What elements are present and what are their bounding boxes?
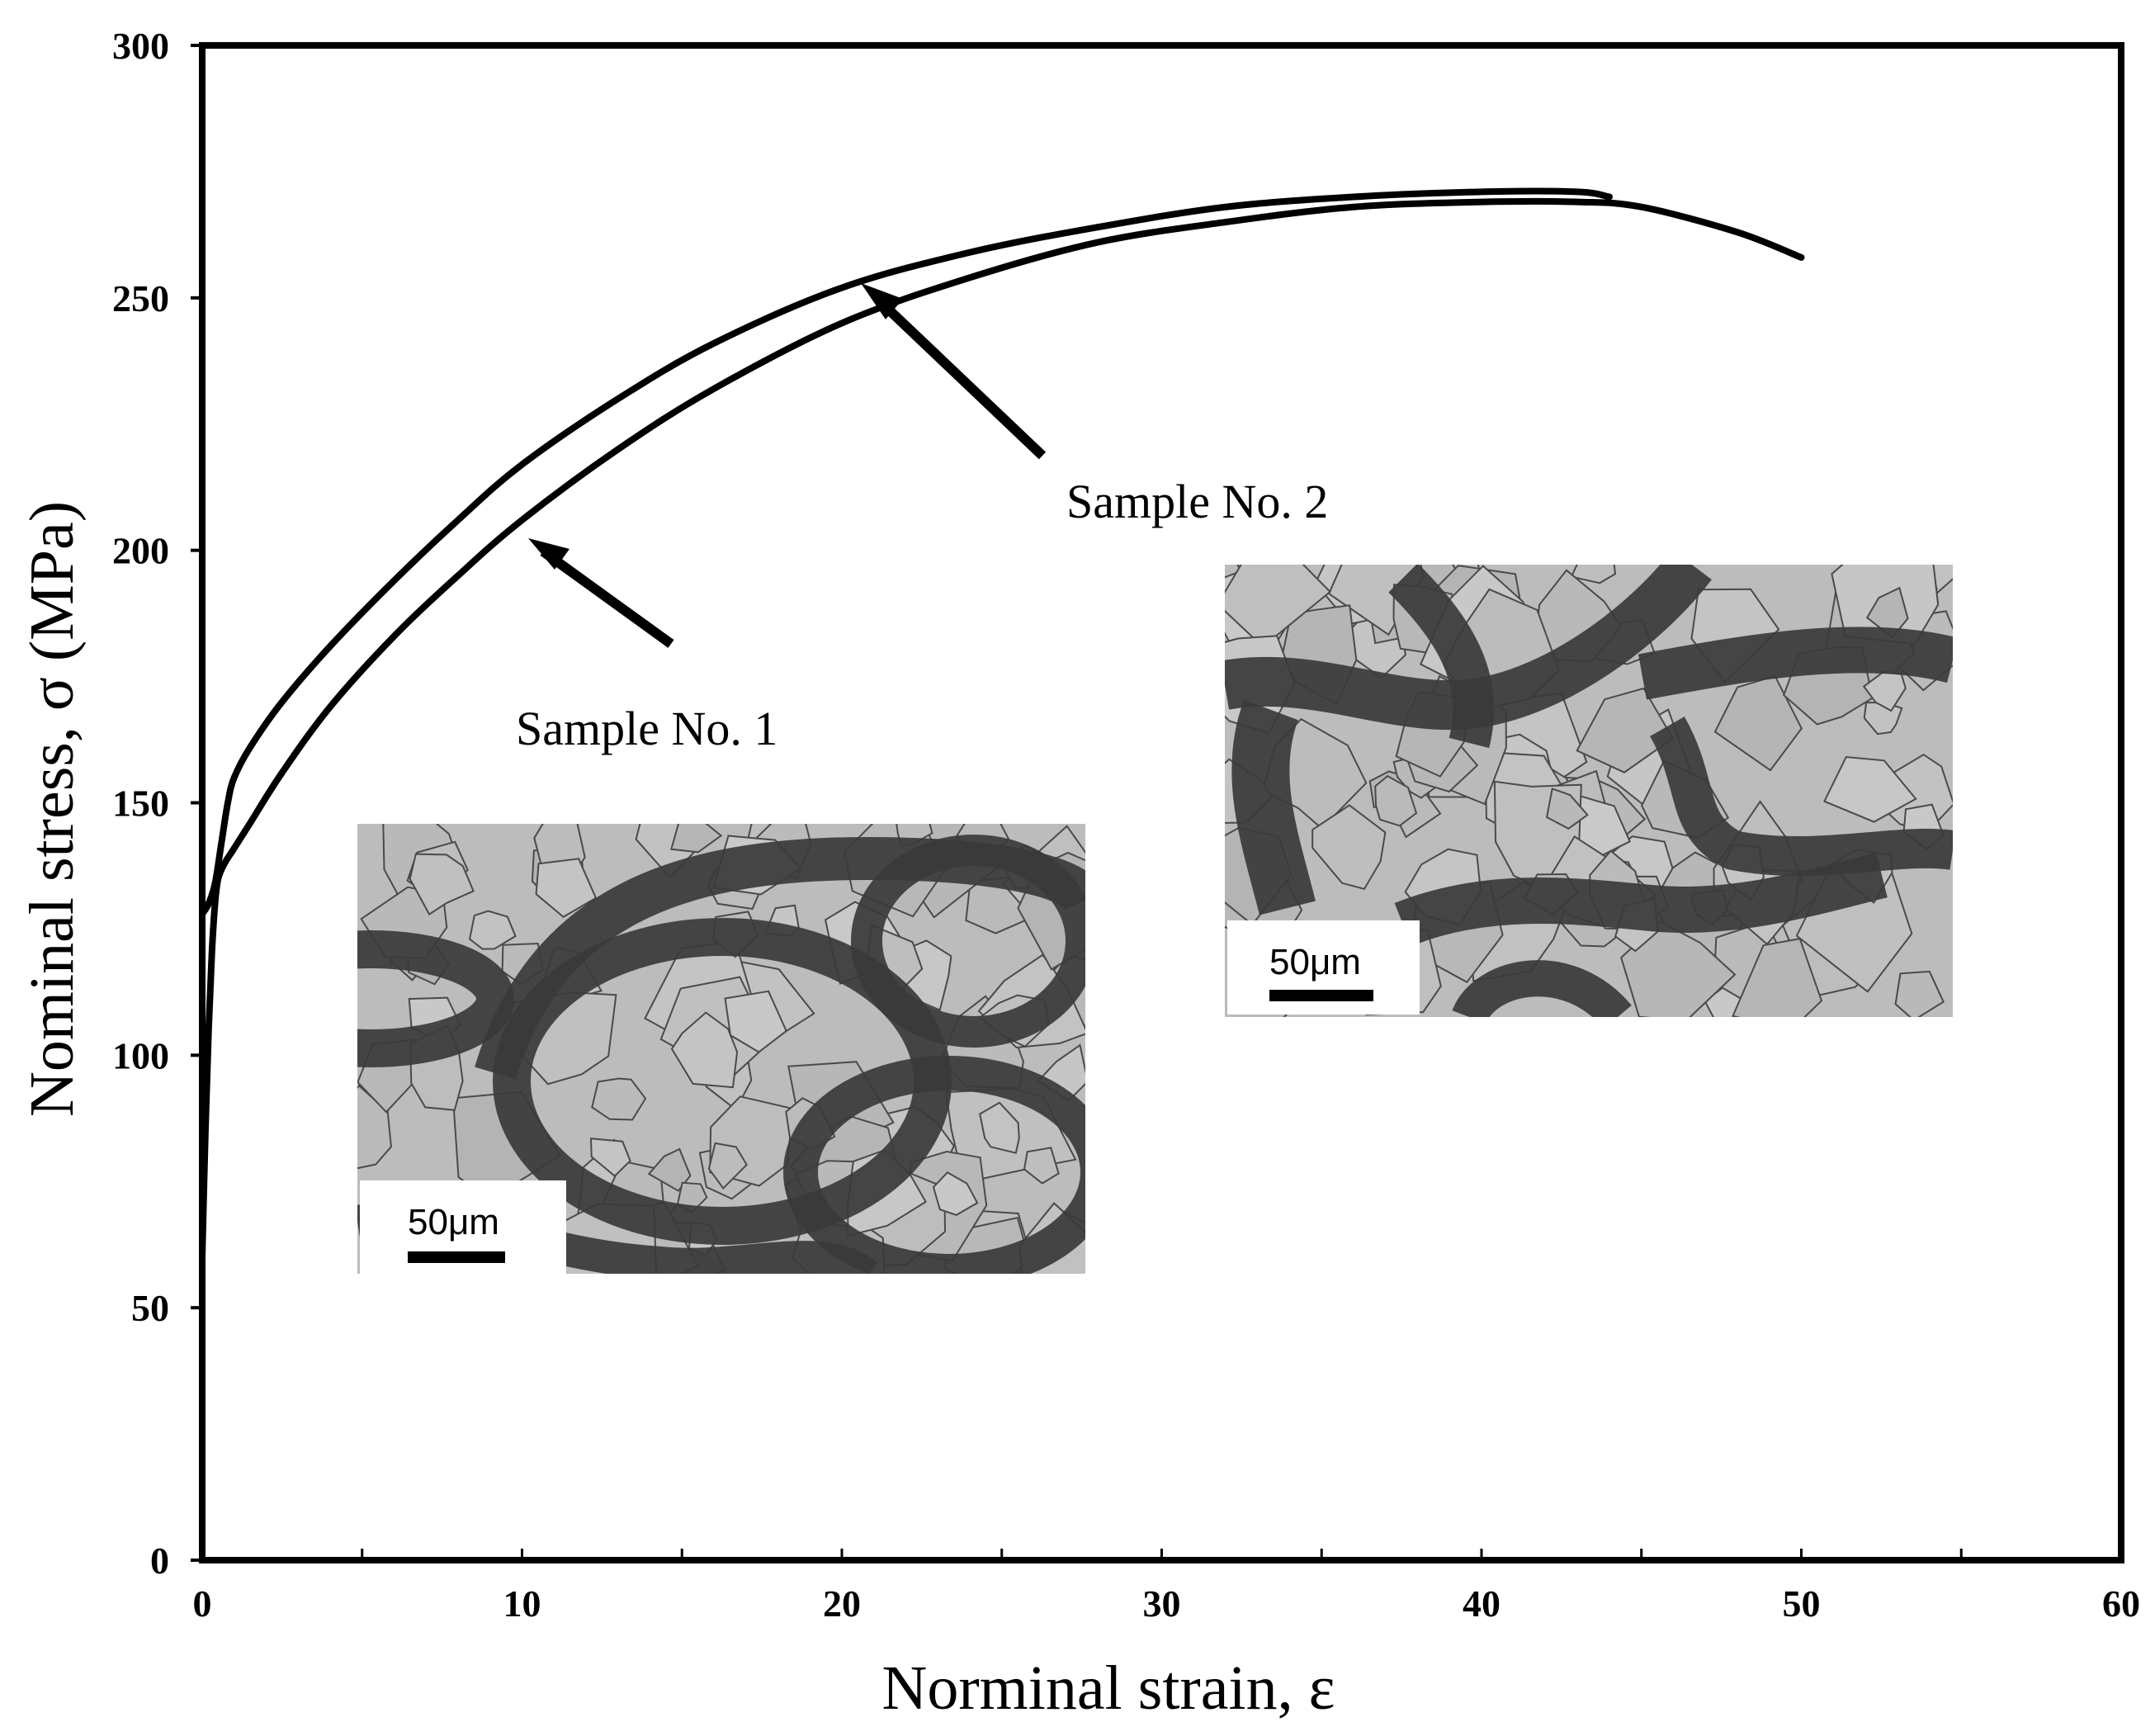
annotation-sample-2: Sample No. 2 <box>1066 475 1328 528</box>
scale-bar-label-1: 50μm <box>408 1202 499 1242</box>
arrow-sample-1 <box>540 547 674 648</box>
series-line-sample-1 <box>199 197 1805 1261</box>
curves <box>199 187 1805 1261</box>
x-tick-label: 60 <box>2102 1582 2140 1625</box>
y-axis-title: Nominal stress, σ (MPa) <box>17 501 87 1117</box>
y-tick-label: 50 <box>131 1287 169 1329</box>
y-tick-label: 150 <box>112 783 169 825</box>
arrow-sample-2 <box>873 295 1047 460</box>
x-axis-title: Norminal strain, ε <box>881 1653 1335 1723</box>
scale-bar-2 <box>1269 990 1373 1001</box>
series-line-sample-2 <box>199 187 1613 918</box>
micrograph-inset-sample-1: 50μm <box>357 824 1085 1274</box>
micrograph-inset-sample-2: 50μm <box>1225 565 1953 1017</box>
annotations: Sample No. 1 Sample No. 2 <box>516 283 1328 755</box>
x-tick-label: 10 <box>503 1582 541 1625</box>
x-tick-label: 0 <box>193 1582 212 1625</box>
y-tick-label: 100 <box>112 1034 169 1076</box>
y-tick-label: 200 <box>112 530 169 572</box>
arrowhead-sample-2 <box>861 283 903 319</box>
ticks: 0 50 100 150 200 250 300 0 10 20 30 40 50 60 <box>112 25 2140 1625</box>
x-tick-label: 30 <box>1143 1582 1181 1625</box>
annotation-sample-1: Sample No. 1 <box>516 702 777 755</box>
arrowhead-sample-1 <box>528 538 569 570</box>
x-tick-label: 20 <box>823 1582 861 1625</box>
y-tick-label: 300 <box>112 25 169 67</box>
scale-bar-label-2: 50μm <box>1269 942 1361 982</box>
x-tick-label: 40 <box>1463 1582 1500 1625</box>
x-tick-label: 50 <box>1783 1582 1821 1625</box>
scale-bar-1 <box>408 1251 505 1263</box>
y-tick-label: 250 <box>112 277 169 319</box>
y-tick-label: 0 <box>150 1540 169 1582</box>
